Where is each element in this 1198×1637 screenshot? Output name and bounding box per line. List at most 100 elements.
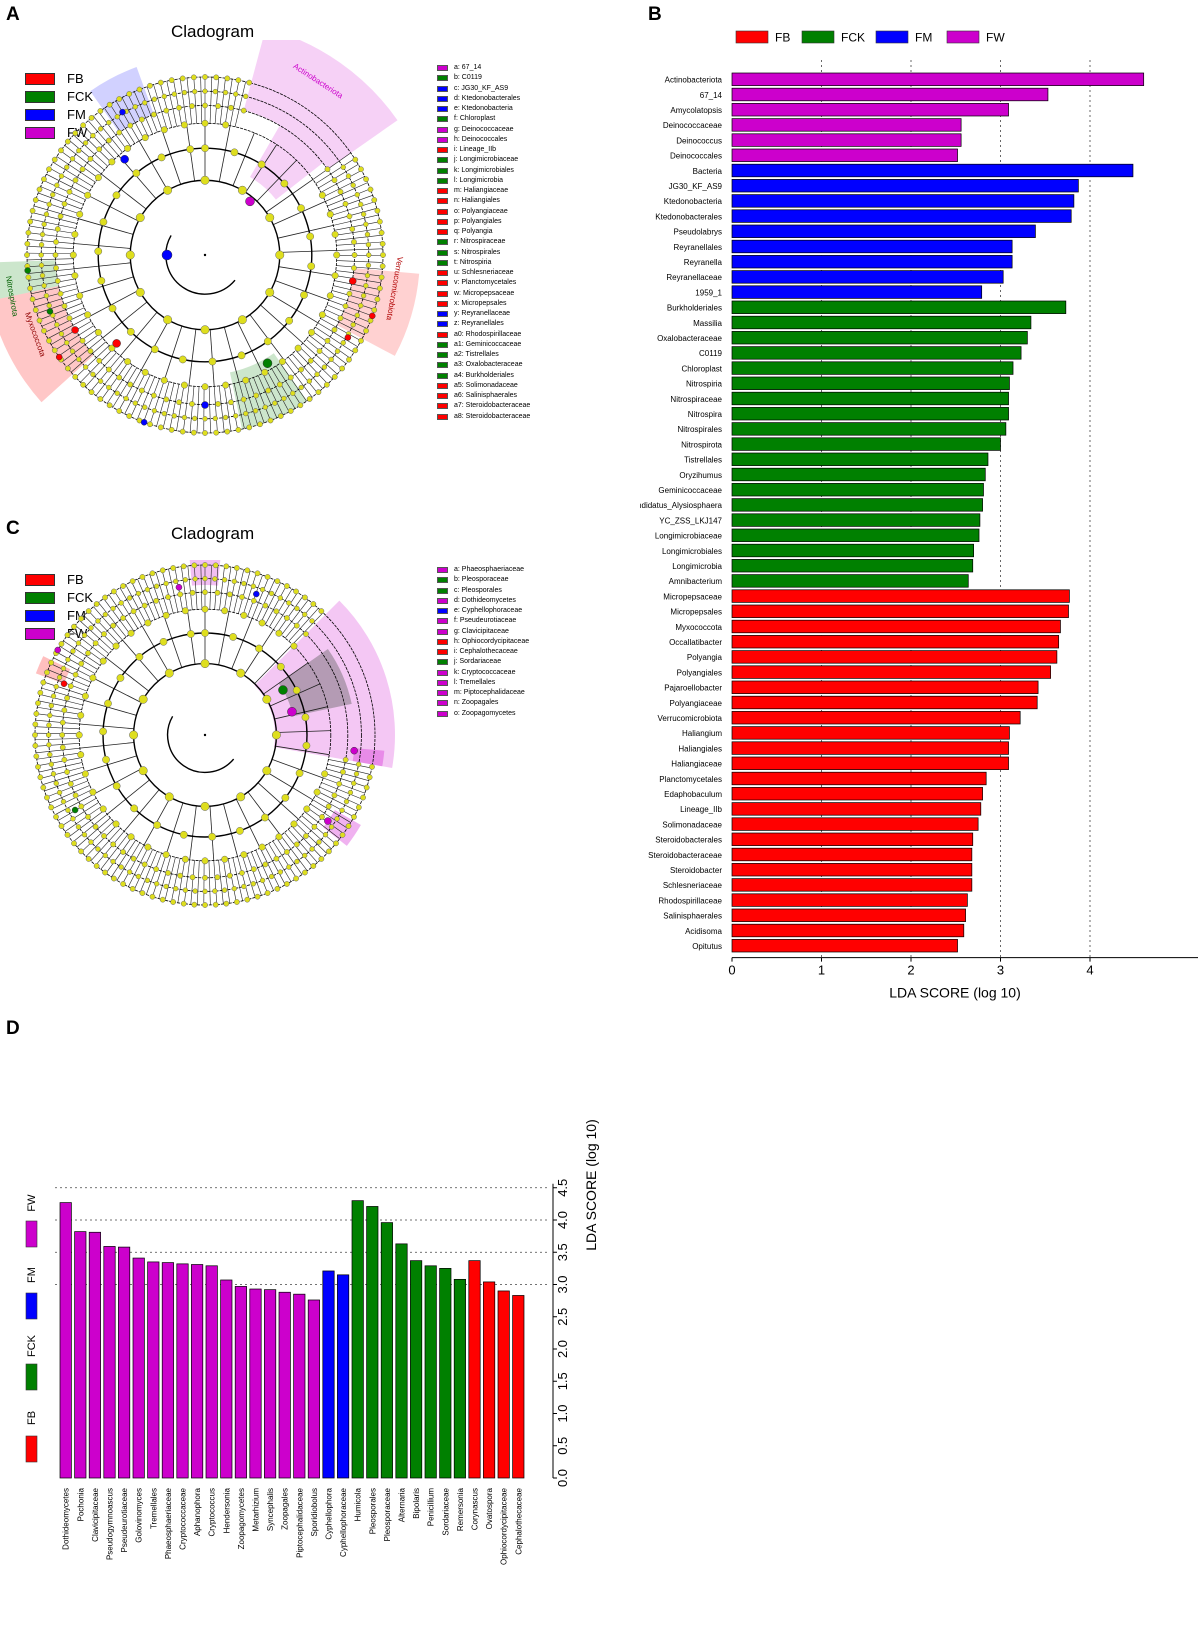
tree-node	[179, 428, 186, 435]
tree-node	[340, 164, 346, 170]
bar	[731, 711, 1021, 725]
tree-node	[64, 632, 71, 638]
tree-branch	[183, 859, 190, 904]
tree-branch	[260, 582, 281, 623]
tree-node	[43, 211, 50, 217]
bar	[731, 543, 974, 558]
category-label: Deinococcales	[670, 152, 722, 161]
tree-node	[173, 578, 179, 585]
tree-branch	[273, 201, 326, 225]
tree-node	[252, 408, 259, 414]
tree-node	[48, 804, 55, 811]
key-label: a3: Oxalobacteraceae	[454, 361, 523, 369]
tree-branch	[288, 356, 318, 394]
tree-node	[71, 272, 79, 280]
key-swatch	[437, 249, 448, 256]
tree-node	[236, 792, 246, 802]
key-item: e: Ktedonobacteria	[437, 104, 530, 114]
bar	[731, 224, 1036, 238]
tree-branch	[249, 314, 285, 361]
tree-branch	[93, 606, 123, 641]
y-tick-label: 0.0	[555, 1469, 570, 1487]
tree-node	[135, 590, 142, 597]
tree-node	[106, 402, 113, 409]
tree-node	[56, 674, 63, 681]
tree-node	[129, 730, 139, 740]
tree-node	[106, 101, 113, 108]
bar	[731, 923, 965, 938]
tree-node	[79, 166, 86, 173]
tree-node	[223, 900, 230, 907]
bar	[176, 1263, 189, 1479]
tree-node	[165, 594, 171, 600]
tree-branch	[161, 570, 174, 614]
tree-node	[85, 650, 91, 656]
tree-node	[243, 410, 249, 417]
tree-node	[318, 856, 325, 862]
tree-node	[46, 166, 52, 173]
legend-swatch-fw	[25, 1220, 38, 1248]
tree-node	[110, 622, 117, 629]
key-label: q: Polyangia	[454, 228, 493, 235]
tree-branch	[61, 802, 99, 827]
bar	[731, 604, 1069, 618]
tree-node	[112, 191, 121, 200]
tree-node	[130, 804, 138, 813]
tree-node	[261, 368, 269, 376]
bar	[731, 346, 1022, 360]
key-swatch	[437, 208, 448, 215]
category-label: Pochonia	[76, 1487, 85, 1521]
tree-branch	[140, 88, 158, 133]
tree-node	[336, 780, 343, 787]
tree-branch	[90, 827, 121, 862]
category-label: C0119	[699, 349, 723, 358]
tree-branch	[262, 373, 284, 416]
key-swatch	[437, 198, 448, 205]
tree-node	[46, 302, 52, 309]
tree-branch	[146, 852, 162, 895]
tree-node	[180, 563, 187, 570]
bar	[731, 695, 1038, 710]
tree-branch	[114, 590, 139, 629]
legend-label: FCK	[67, 590, 93, 605]
tree-node	[47, 712, 53, 719]
tree-node	[110, 841, 117, 848]
tree-branch	[237, 322, 264, 374]
tree-branch	[320, 318, 362, 342]
category-label: Verrucomicrobiota	[658, 714, 723, 723]
tree-branch	[51, 320, 92, 345]
key-item: e: Cyphellophoraceae	[437, 606, 529, 616]
key-label: t: Nitrospiria	[454, 258, 492, 266]
legend-item-fb: FB	[25, 70, 93, 87]
clade-highlight	[0, 286, 94, 403]
tree-branch	[336, 248, 383, 251]
tree-branch	[181, 566, 188, 611]
tree-branch	[27, 268, 75, 274]
tree-branch	[109, 104, 136, 144]
key-item: n: Zoopagales	[437, 698, 529, 708]
y-tick-label: 4.5	[555, 1179, 570, 1197]
tree-node	[200, 659, 210, 669]
tree-node	[192, 576, 198, 582]
tree-node	[202, 562, 208, 568]
key-swatch	[437, 147, 448, 154]
tree-node	[41, 327, 47, 334]
panel-letter-a: A	[6, 4, 20, 25]
tree-branch	[98, 111, 127, 150]
tree-branch	[268, 293, 319, 324]
tree-node	[222, 89, 229, 96]
cladogram-c-legend: FB FCK FM FW	[25, 571, 93, 643]
bar	[731, 559, 974, 573]
tree-node	[350, 182, 356, 188]
tree-node	[239, 870, 245, 876]
tree-branch	[32, 288, 78, 301]
tree-node	[126, 327, 135, 336]
tree-branch	[78, 218, 134, 235]
tree-branch	[213, 860, 218, 905]
category-label: Pseudogymnoascus	[106, 1488, 115, 1560]
tree-node	[264, 574, 271, 580]
tree-branch	[328, 195, 373, 212]
tree-node	[337, 188, 344, 195]
tree-branch	[218, 611, 230, 665]
tree-branch	[123, 789, 160, 832]
